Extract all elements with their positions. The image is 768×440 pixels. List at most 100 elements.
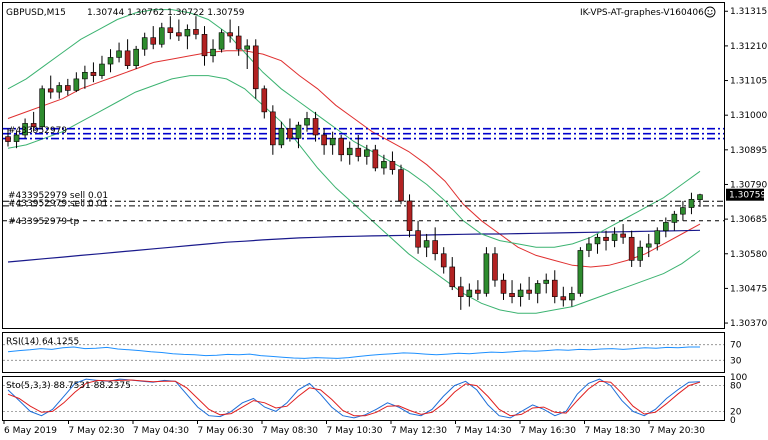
candle-body: [150, 37, 157, 45]
order-label-sell-1: #433952979 sell 0.01: [8, 191, 108, 201]
time-tick-label: 7 May 02:30: [69, 426, 125, 436]
time-tick-label: 7 May 12:30: [391, 426, 447, 436]
candle-body: [577, 250, 584, 294]
candle-body: [671, 213, 678, 223]
candle-body: [697, 194, 703, 200]
candle-body: [82, 71, 88, 80]
candle-body: [457, 286, 464, 297]
candle-body: [466, 289, 473, 297]
candle-body: [594, 236, 601, 245]
candle-body: [603, 236, 609, 241]
candle-body: [355, 147, 362, 157]
time-tick-label: 7 May 18:30: [585, 426, 641, 436]
candle-body: [90, 71, 97, 76]
candle-body: [620, 233, 626, 238]
sto-tick-label: 0: [730, 416, 736, 426]
band-upper-line: [7, 9, 701, 248]
candle-body: [551, 279, 558, 297]
candle-body: [22, 123, 28, 136]
time-tick-label: 7 May 14:30: [456, 426, 512, 436]
order-label-cluster: #433952979: [8, 126, 67, 136]
candle-body: [423, 240, 430, 248]
candle-body: [475, 289, 481, 294]
candle-body: [176, 32, 182, 37]
candle-body: [244, 45, 251, 50]
order-lines: [3, 127, 724, 222]
price-tick-label: 1.30475: [730, 284, 767, 294]
price-tick-label: 1.30895: [730, 146, 767, 156]
candle-body: [227, 32, 233, 37]
candle-body: [235, 35, 242, 50]
candle-body: [372, 149, 379, 169]
candle-body: [295, 124, 302, 139]
rsi-series: 70 30: [3, 341, 742, 366]
candle-body: [492, 253, 498, 281]
rsi-title: RSI(14) 64.1255: [6, 337, 79, 347]
candle-body: [73, 78, 80, 91]
candle-body: [158, 27, 165, 45]
candle-body: [586, 243, 592, 251]
candle-body: [406, 200, 413, 231]
candle-body: [389, 161, 396, 170]
candle-body: [304, 118, 310, 126]
candle-body: [526, 289, 532, 294]
candle-body: [654, 230, 661, 245]
candle-body: [645, 243, 652, 248]
candle-body: [329, 137, 336, 146]
price-tick-label: 1.31105: [730, 77, 767, 87]
candle-body: [321, 134, 327, 146]
sto-tick-label: 20: [730, 407, 742, 417]
price-tick-label: 1.31210: [730, 42, 767, 52]
candle-body: [287, 128, 293, 139]
candle-body: [141, 37, 148, 50]
price-tick-label: 1.30580: [730, 250, 767, 260]
candle-body: [65, 85, 71, 91]
candle-body: [210, 48, 216, 57]
candle-body: [534, 283, 541, 294]
symbol-timeframe: GBPUSD,M15: [6, 8, 66, 18]
candle-body: [543, 279, 550, 284]
candle-body: [107, 57, 114, 65]
ohlc-readout: 1.30744 1.30762 1.30722 1.30759: [87, 8, 245, 18]
candle-body: [193, 29, 199, 35]
candle-body: [483, 253, 490, 294]
rsi-tick-label: 70: [730, 341, 742, 351]
ma-red-line: [7, 50, 701, 268]
candle-body: [5, 136, 11, 142]
candle-body: [278, 128, 285, 146]
order-label-tp: #433952979 tp: [8, 217, 79, 227]
candle-body: [517, 289, 524, 297]
rsi-pane-frame: [2, 332, 725, 373]
sto-pane-frame: [2, 376, 725, 421]
time-tick-label: 6 May 2019: [4, 426, 57, 436]
time-tick-label: 7 May 16:30: [520, 426, 576, 436]
candle-body: [509, 293, 515, 297]
time-tick-label: 7 May 08:30: [262, 426, 318, 436]
time-tick-label: 7 May 10:30: [327, 426, 383, 436]
candle-body: [261, 88, 268, 113]
candle-body: [270, 111, 276, 146]
sto-main-line: [7, 378, 701, 419]
current-price-label: 1.30759: [729, 191, 766, 201]
candles: [5, 16, 703, 310]
candle-body: [338, 137, 344, 156]
candle-body: [30, 123, 37, 128]
band-lower-line: [7, 75, 701, 314]
time-tick-label: 7 May 06:30: [198, 426, 254, 436]
sto-tick-label: 100: [730, 373, 747, 383]
candle-body: [688, 199, 695, 208]
indicator-lines: [7, 9, 701, 314]
candle-body: [364, 149, 370, 157]
main-pane-frame: [2, 2, 725, 329]
candle-body: [637, 246, 643, 261]
candle-body: [116, 50, 122, 58]
candle-body: [47, 88, 54, 93]
candle-body: [124, 50, 131, 66]
candle-body: [628, 236, 635, 261]
candle-body: [167, 27, 174, 33]
candle-body: [201, 34, 208, 57]
current-price-tag: 1.30759: [726, 188, 766, 201]
server-label: IK-VPS-AT-graphes-V160406: [580, 8, 704, 18]
